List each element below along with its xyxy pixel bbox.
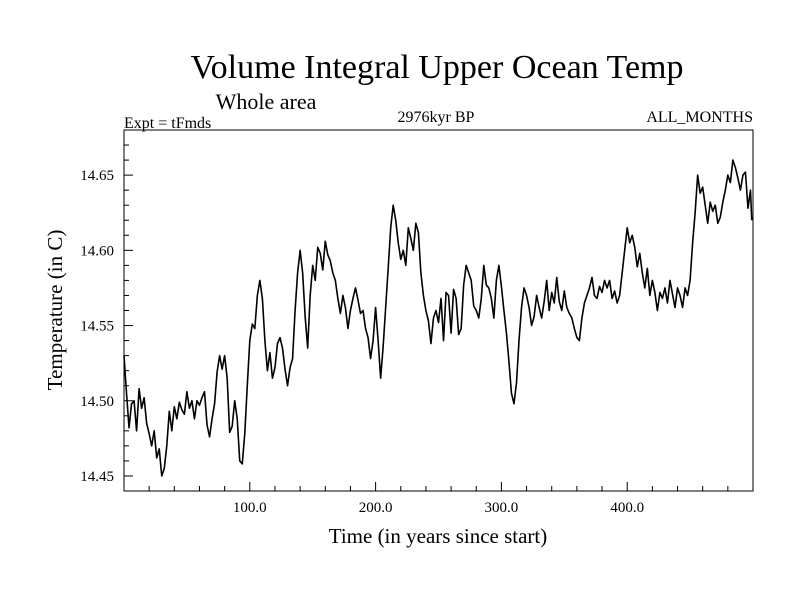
y-tick-label: 14.50 xyxy=(80,394,114,410)
experiment-label: Expt = tFmds xyxy=(124,115,211,132)
y-tick-label: 14.55 xyxy=(80,319,114,335)
y-tick-label: 14.65 xyxy=(80,168,114,184)
x-tick-label: 400.0 xyxy=(610,500,644,516)
plot-area: 100.0 200.0 300.0 400.0 14.45 14.50 14.55 14.6… xyxy=(80,129,754,516)
x-tick-label: 200.0 xyxy=(359,500,393,516)
x-axis: 100.0 200.0 300.0 400.0 xyxy=(148,482,729,516)
period-label: 2976kyr BP xyxy=(398,109,475,126)
y-tick-label: 14.45 xyxy=(80,469,114,485)
chart-subtitle: Whole area xyxy=(216,89,317,114)
x-axis-label: Time (in years since start) xyxy=(329,524,548,548)
y-axis-label: Temperature (in C) xyxy=(43,230,67,391)
months-label: ALL_MONTHS xyxy=(646,109,753,126)
y-tick-label: 14.60 xyxy=(80,243,114,259)
plot-frame xyxy=(123,129,754,492)
chart-title: Volume Integral Upper Ocean Temp xyxy=(191,49,684,86)
x-tick-label: 300.0 xyxy=(485,500,519,516)
y-axis: 14.45 14.50 14.55 14.60 14.65 xyxy=(80,129,133,492)
x-tick-label: 100.0 xyxy=(233,500,267,516)
temperature-series-line xyxy=(123,159,753,477)
